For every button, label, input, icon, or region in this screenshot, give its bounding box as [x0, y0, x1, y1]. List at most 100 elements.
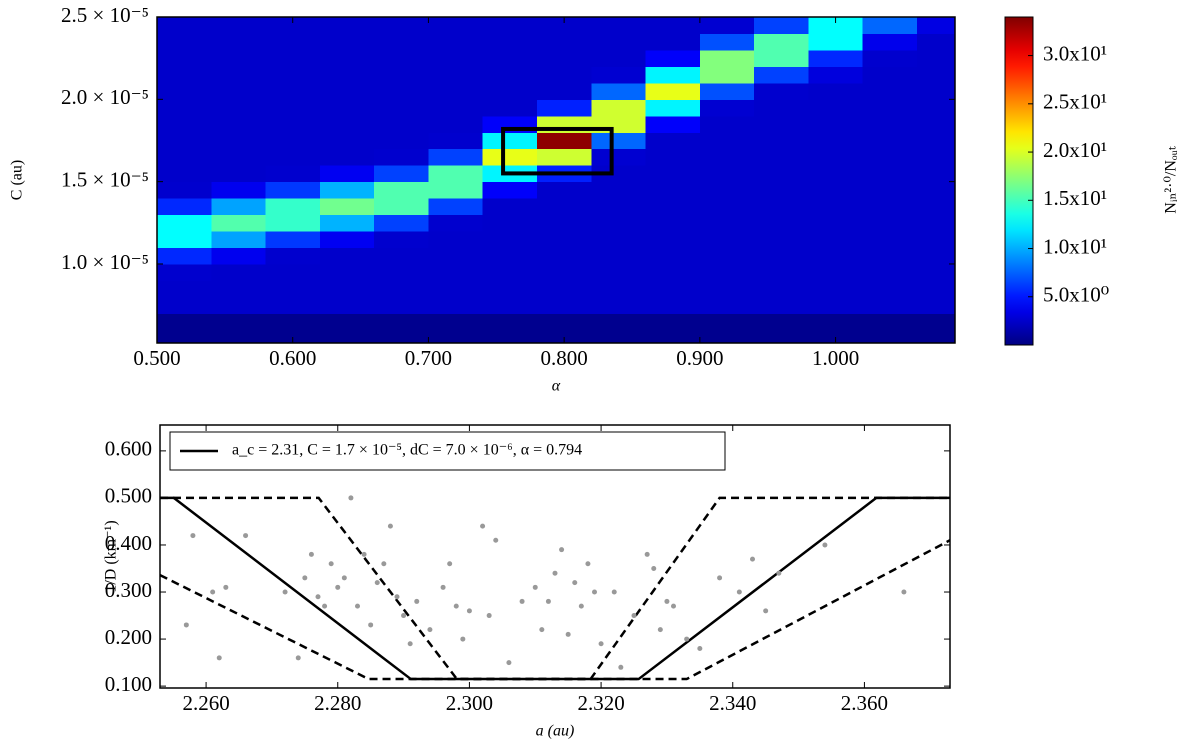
heat-cell	[265, 17, 321, 34]
heat-cell	[808, 296, 864, 314]
heat-cell	[537, 329, 592, 343]
heat-cell	[591, 313, 647, 331]
heat-cell	[699, 296, 755, 314]
heat-cell	[211, 214, 267, 232]
heat-cell	[537, 198, 592, 216]
colorbar-tick-label: 1.5x10¹	[1043, 186, 1107, 210]
colorbar-tick-label: 1.0x10¹	[1043, 234, 1107, 258]
heat-cell	[374, 263, 429, 281]
heat-cell	[591, 132, 647, 150]
heat-cell	[699, 231, 755, 249]
heat-cell	[917, 214, 955, 232]
heat-cell	[157, 313, 212, 331]
heat-cell	[211, 231, 267, 249]
x-tick-label: 0.500	[133, 346, 180, 370]
scatter-point	[671, 603, 676, 609]
heat-cell	[699, 329, 755, 343]
heat-cell	[645, 263, 701, 281]
heat-cell	[808, 49, 864, 67]
heat-cell	[157, 148, 212, 166]
heat-cell	[645, 17, 701, 34]
heat-cell	[157, 247, 212, 265]
heat-cell	[374, 66, 429, 84]
line-series	[160, 496, 950, 681]
highlight-box	[501, 126, 614, 176]
heat-cell	[537, 263, 592, 281]
heat-cell	[808, 263, 864, 281]
heat-cell	[917, 132, 955, 150]
heat-cell	[157, 214, 212, 232]
heat-cell	[428, 181, 484, 199]
scatter-point	[216, 655, 222, 661]
heat-cell	[319, 263, 375, 281]
heat-cell	[482, 263, 538, 281]
heat-cell	[374, 296, 429, 314]
scatter-point	[223, 584, 229, 590]
heat-cell	[157, 17, 212, 34]
heat-cell	[374, 17, 429, 34]
scatter-point	[414, 598, 420, 604]
heat-cell	[319, 148, 375, 166]
heat-cell	[591, 181, 647, 199]
scatter-point	[447, 561, 453, 567]
heat-cell	[374, 198, 429, 216]
y-tick-label: 0.100	[105, 672, 152, 696]
heat-cell	[591, 198, 647, 216]
heat-cell	[591, 214, 647, 232]
heat-cell	[591, 231, 647, 249]
y-tick-label: 2.5 × 10⁻⁵	[61, 3, 149, 27]
heat-cell	[699, 33, 755, 51]
heat-cell	[428, 231, 484, 249]
colorbar-tick-label: 2.0x10¹	[1043, 138, 1107, 162]
heat-cell	[428, 99, 484, 117]
heat-cell	[537, 99, 592, 117]
scatter-point	[901, 589, 907, 595]
heat-cell	[482, 313, 538, 331]
heat-cell	[645, 148, 701, 166]
heat-cell	[482, 181, 538, 199]
heat-cell	[265, 313, 321, 331]
scatter-point	[361, 551, 367, 557]
heat-cell	[862, 313, 918, 331]
heat-cell	[537, 66, 592, 84]
heat-cell	[157, 165, 212, 183]
heat-cell	[265, 66, 321, 84]
heat-cell	[428, 132, 484, 150]
heat-cell	[917, 181, 955, 199]
heat-cell	[808, 132, 864, 150]
scatter-point	[552, 570, 558, 576]
heat-cell	[374, 313, 429, 331]
heat-cell	[374, 82, 429, 100]
heat-cell	[808, 231, 864, 249]
heat-cell	[808, 329, 864, 343]
heat-cell	[374, 231, 429, 249]
heat-cell	[699, 280, 755, 298]
heat-cell	[917, 82, 955, 100]
scatter-point	[578, 603, 584, 609]
heat-cell	[808, 33, 864, 51]
heat-cell	[428, 247, 484, 265]
line-series	[160, 539, 950, 681]
scatter-point	[341, 575, 347, 581]
heat-cell	[862, 17, 918, 34]
heat-cell	[482, 231, 538, 249]
heat-cell	[319, 198, 375, 216]
heat-cell	[862, 49, 918, 67]
heat-cell	[862, 132, 918, 150]
heat-cell	[265, 33, 321, 51]
heat-cell	[482, 99, 538, 117]
y-tick-label: 1.0 × 10⁻⁵	[61, 250, 149, 274]
heat-cell	[319, 296, 375, 314]
heat-cell	[699, 49, 755, 67]
heat-cell	[699, 82, 755, 100]
heat-cell	[428, 33, 484, 51]
heat-cell	[808, 214, 864, 232]
scatter-point	[387, 523, 393, 529]
heat-cell	[374, 148, 429, 166]
heat-cell	[211, 280, 267, 298]
heat-cell	[699, 99, 755, 117]
heat-cell	[754, 66, 809, 84]
heat-cell	[428, 313, 484, 331]
scatter-point	[295, 655, 301, 661]
heat-cell	[862, 33, 918, 51]
